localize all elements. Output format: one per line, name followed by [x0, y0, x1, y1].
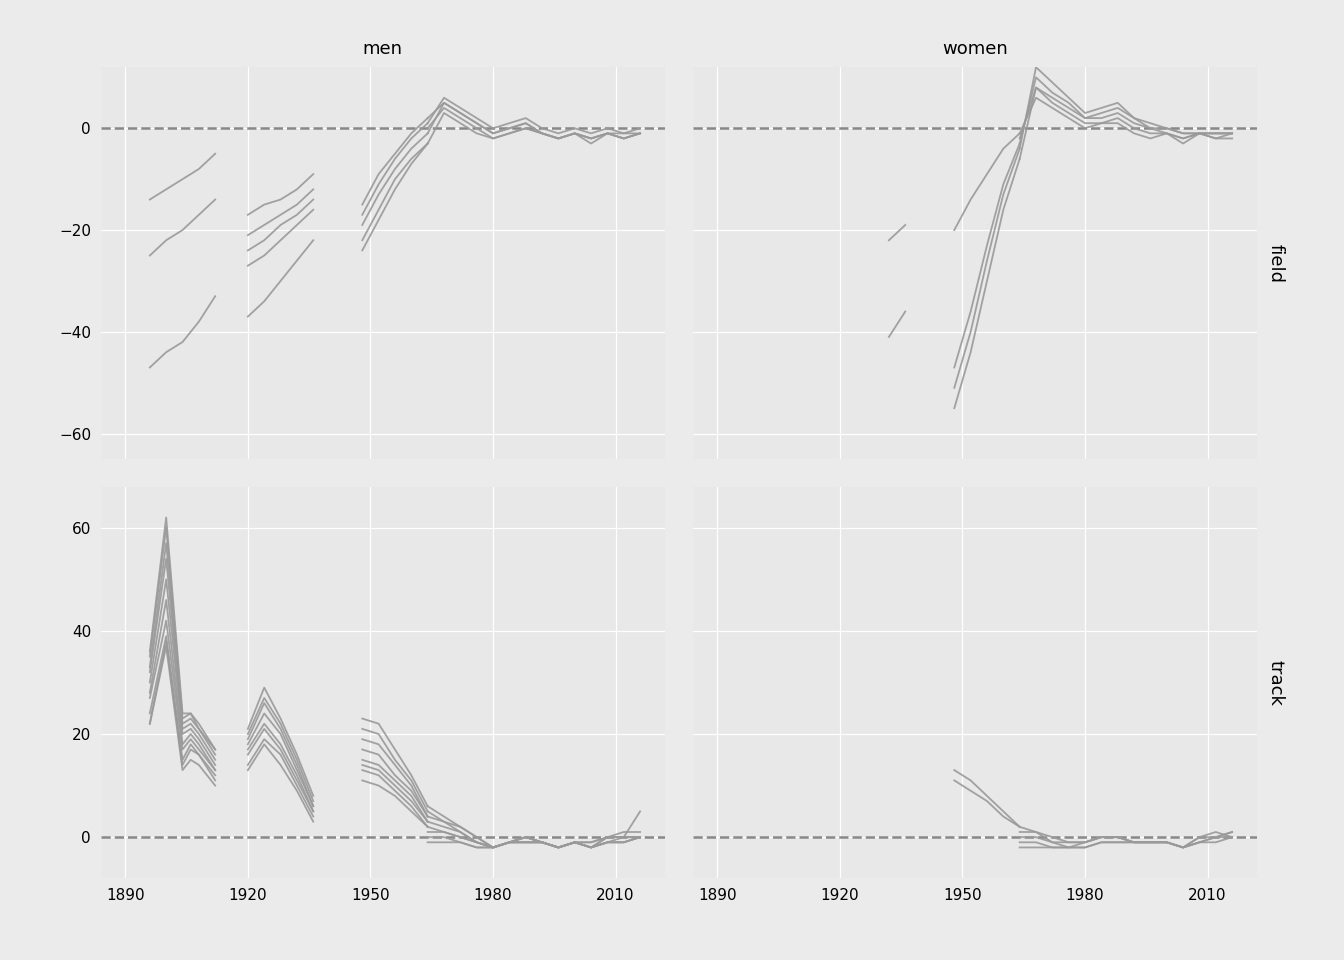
Text: men: men	[363, 40, 403, 58]
Text: track: track	[1266, 660, 1285, 706]
Text: field: field	[1266, 244, 1285, 282]
Text: women: women	[942, 40, 1008, 58]
